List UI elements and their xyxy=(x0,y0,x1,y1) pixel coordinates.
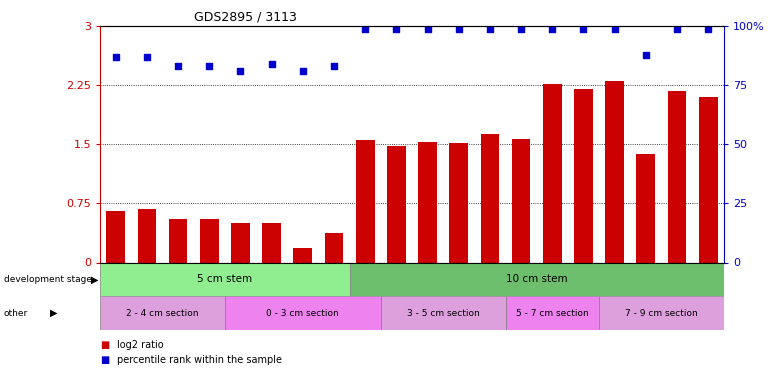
Bar xyxy=(263,223,281,262)
Point xyxy=(359,26,371,32)
Bar xyxy=(512,139,531,262)
Bar xyxy=(543,84,561,262)
Bar xyxy=(699,97,718,262)
Point xyxy=(515,26,527,32)
Bar xyxy=(138,209,156,262)
Text: 10 cm stem: 10 cm stem xyxy=(506,274,567,284)
Point xyxy=(608,26,621,32)
Bar xyxy=(169,219,187,262)
Point xyxy=(266,61,278,67)
Point xyxy=(702,26,715,32)
Point xyxy=(671,26,683,32)
Text: ▶: ▶ xyxy=(50,308,58,318)
FancyBboxPatch shape xyxy=(599,296,724,330)
Point xyxy=(296,68,309,74)
Bar xyxy=(200,219,219,262)
Text: ■: ■ xyxy=(100,355,109,365)
Point xyxy=(484,26,496,32)
Bar xyxy=(480,134,499,262)
Text: other: other xyxy=(4,309,28,318)
Text: ■: ■ xyxy=(100,340,109,350)
Text: 0 - 3 cm section: 0 - 3 cm section xyxy=(266,309,339,318)
Text: GDS2895 / 3113: GDS2895 / 3113 xyxy=(194,11,296,24)
Point xyxy=(141,54,153,60)
Point xyxy=(453,26,465,32)
Text: 5 cm stem: 5 cm stem xyxy=(197,274,253,284)
Point xyxy=(172,63,184,69)
Text: log2 ratio: log2 ratio xyxy=(117,340,164,350)
Bar xyxy=(356,141,374,262)
Text: 7 - 9 cm section: 7 - 9 cm section xyxy=(625,309,698,318)
Text: 3 - 5 cm section: 3 - 5 cm section xyxy=(407,309,480,318)
Point xyxy=(640,52,652,58)
Bar xyxy=(605,81,624,262)
FancyBboxPatch shape xyxy=(225,296,380,330)
Bar xyxy=(668,91,686,262)
Point xyxy=(109,54,122,60)
Bar xyxy=(418,142,437,262)
Text: 2 - 4 cm section: 2 - 4 cm section xyxy=(126,309,199,318)
Point xyxy=(578,26,590,32)
Point xyxy=(546,26,558,32)
Bar xyxy=(231,223,249,262)
Point xyxy=(421,26,434,32)
Point xyxy=(390,26,403,32)
Bar xyxy=(325,232,343,262)
Text: ▶: ▶ xyxy=(91,274,99,284)
FancyBboxPatch shape xyxy=(350,262,724,296)
Bar xyxy=(293,248,312,262)
FancyBboxPatch shape xyxy=(380,296,505,330)
Bar xyxy=(574,89,593,262)
Bar xyxy=(387,146,406,262)
Text: 5 - 7 cm section: 5 - 7 cm section xyxy=(516,309,588,318)
FancyBboxPatch shape xyxy=(100,262,350,296)
Point xyxy=(328,63,340,69)
Text: percentile rank within the sample: percentile rank within the sample xyxy=(117,355,282,365)
Text: development stage: development stage xyxy=(4,275,92,284)
FancyBboxPatch shape xyxy=(505,296,599,330)
Point xyxy=(203,63,216,69)
Bar xyxy=(450,143,468,262)
Bar xyxy=(637,154,655,262)
Bar xyxy=(106,211,125,262)
FancyBboxPatch shape xyxy=(100,296,225,330)
Point xyxy=(234,68,246,74)
